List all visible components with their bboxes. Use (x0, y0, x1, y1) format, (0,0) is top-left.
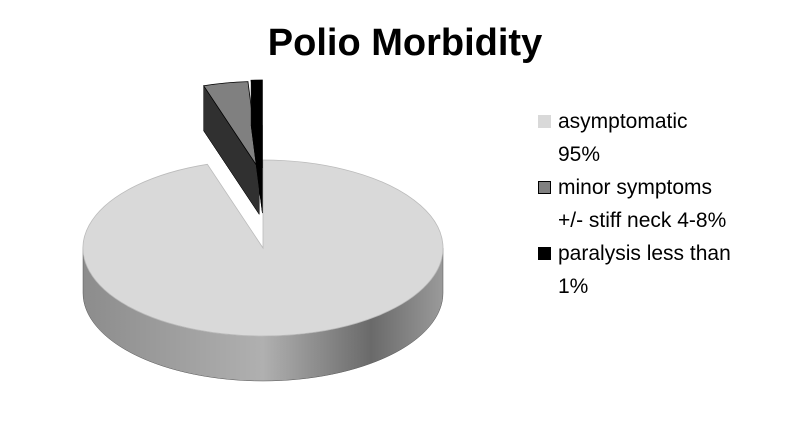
legend-swatch (538, 181, 551, 194)
legend-item: minor symptoms +/- stiff neck 4-8% (538, 171, 798, 237)
legend-swatch (538, 115, 551, 128)
legend-item: asymptomatic 95% (538, 105, 798, 171)
slice (82, 159, 444, 337)
legend-label: asymptomatic 95% (558, 110, 688, 166)
slice (202, 81, 260, 170)
legend-label: paralysis less than 1% (558, 242, 731, 298)
legend-item: paralysis less than 1% (538, 237, 798, 303)
legend-label: minor symptoms +/- stiff neck 4-8% (558, 176, 727, 232)
slice (250, 79, 263, 169)
legend: asymptomatic 95% minor symptoms +/- stiff… (538, 105, 798, 303)
chart-title: Polio Morbidity (267, 22, 543, 64)
legend-swatch (538, 247, 551, 260)
